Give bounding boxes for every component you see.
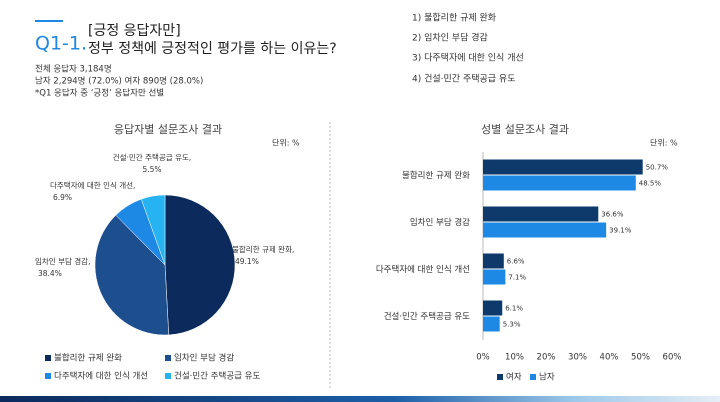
x-tick-label: 10% [505,353,524,363]
data-label: 39.1% [609,227,632,235]
data-label: 임차인 부담 경감, [35,256,90,266]
option: 4) 건설·민간 주택공급 유도 [412,74,515,85]
bar [483,253,504,269]
bar [483,206,599,222]
option: 3) 다주택자에 대한 인식 개선 [412,53,524,64]
pie-slice [140,194,166,266]
option: 1) 불합리한 규제 완화 [412,13,496,24]
bar [483,159,643,175]
legend-label: 남자 [539,373,555,383]
data-label: 48.5% [639,180,662,188]
data-label: 건설·민간 주택공급 유도, [113,152,192,162]
unit-label: 단위: % [650,138,678,148]
legend-swatch [165,373,171,379]
legend-swatch [165,355,171,361]
bar [483,269,506,285]
title-top: [긍정 응답자만] [88,23,181,39]
data-label: 6.9% [53,193,72,202]
bar [483,175,636,191]
pie-slice [94,214,170,336]
title-bottom: 정부 정책에 긍정적인 평가를 하는 이유는? [88,41,337,57]
data-label: 38.4% [38,269,62,278]
x-tick-label: 50% [631,353,650,363]
chart-title: 성별 설문조사 결과 [481,123,569,136]
legend-swatch [497,374,503,380]
x-tick-label: 0% [476,353,490,363]
data-label: 50.7% [646,164,669,172]
y-tick-label: 임차인 부담 경감 [410,217,470,228]
legend-label: 불합리한 규제 완화 [54,353,122,364]
slide-number: Q1-1. [35,33,87,55]
legend-swatch [45,355,51,361]
unit-label: 단위: % [272,138,300,148]
y-tick-label: 불합리한 규제 완화 [402,170,470,181]
legend-label: 다주택자에 대한 인식 개선 [54,371,148,382]
data-label: 6.1% [505,305,523,313]
bar [483,316,500,332]
x-tick-label: 30% [568,353,587,363]
data-label: 7.1% [508,274,526,282]
legend-label: 건설·민간 주택공급 유도 [174,371,260,382]
data-label: 불합리한 규제 완화, [232,245,294,254]
pie-slice [164,194,236,336]
data-label: 36.6% [601,211,624,219]
legend-label: 여자 [506,372,522,383]
y-tick-label: 건설·민간 주택공급 유도 [384,311,470,322]
data-label: 5.5% [142,165,161,174]
data-label: 다주택자에 대한 인식 개선, [50,180,135,190]
note: *Q1 응답자 중 ‘긍정’ 응답자만 선별 [35,88,164,99]
accent-line [35,20,63,22]
data-label: 49.1% [235,257,259,266]
chart-title: 응답자별 설문조사 결과 [114,123,222,136]
bar [483,300,503,316]
legend-swatch [530,374,536,380]
legend-label: 임차인 부담 경감 [174,353,234,364]
note: 남자 2,294명 (72.0%) 여자 890명 (28.0%) [35,76,203,87]
footer-stripe [0,396,720,402]
option: 2) 임차인 부담 경감 [412,32,488,44]
x-tick-label: 40% [600,353,619,363]
data-label: 5.3% [503,321,521,329]
note: 전체 응답자 3,184명 [35,64,112,75]
y-tick-label: 다주택자에 대한 인식 개선 [376,264,470,275]
legend-swatch [45,373,51,379]
x-tick-label: 20% [537,353,556,363]
x-tick-label: 60% [663,353,682,363]
bar [483,222,607,238]
data-label: 6.6% [507,258,525,266]
